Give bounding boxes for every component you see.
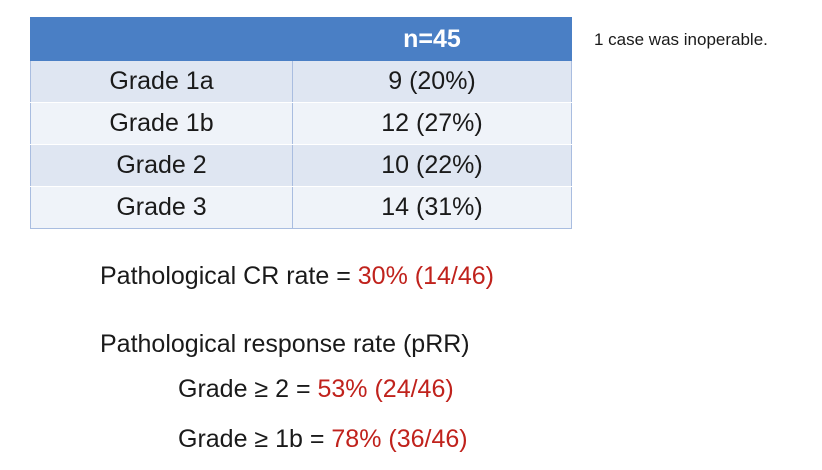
table-row: Grade 1b 12 (27%) <box>30 102 572 145</box>
prr-grade1b-line: Grade ≥ 1b = 78% (36/46) <box>178 425 468 454</box>
prr-grade2-value: 53% (24/46) <box>317 375 454 403</box>
table-row: Grade 1a 9 (20%) <box>30 60 572 103</box>
table-row: Grade 2 10 (22%) <box>30 144 572 187</box>
grade-cell: Grade 1a <box>30 60 293 103</box>
table-row: Grade 3 14 (31%) <box>30 186 572 229</box>
prr-grade1b-value: 78% (36/46) <box>331 425 468 453</box>
pcr-value: 30% (14/46) <box>357 262 494 290</box>
grade-cell: Grade 3 <box>30 186 293 229</box>
prr-grade1b-label: Grade ≥ 1b = <box>178 425 332 453</box>
grade-cell: Grade 2 <box>30 144 293 187</box>
grade-cell: Grade 1b <box>30 102 293 145</box>
value-cell: 9 (20%) <box>292 60 572 103</box>
value-cell: 10 (22%) <box>292 144 572 187</box>
grade-table: n=45 Grade 1a 9 (20%) Grade 1b 12 (27%) … <box>30 17 572 229</box>
pcr-label: Pathological CR rate = <box>100 262 358 290</box>
prr-grade2-line: Grade ≥ 2 = 53% (24/46) <box>178 375 454 404</box>
pcr-line: Pathological CR rate = 30% (14/46) <box>100 262 494 291</box>
prr-title: Pathological response rate (pRR) <box>100 330 470 358</box>
prr-grade2-label: Grade ≥ 2 = <box>178 375 318 403</box>
inoperable-note: 1 case was inoperable. <box>594 30 768 49</box>
header-cell-grade <box>30 17 293 61</box>
value-cell: 14 (31%) <box>292 186 572 229</box>
header-cell-n: n=45 <box>292 17 572 61</box>
table-header-row: n=45 <box>30 17 572 61</box>
value-cell: 12 (27%) <box>292 102 572 145</box>
